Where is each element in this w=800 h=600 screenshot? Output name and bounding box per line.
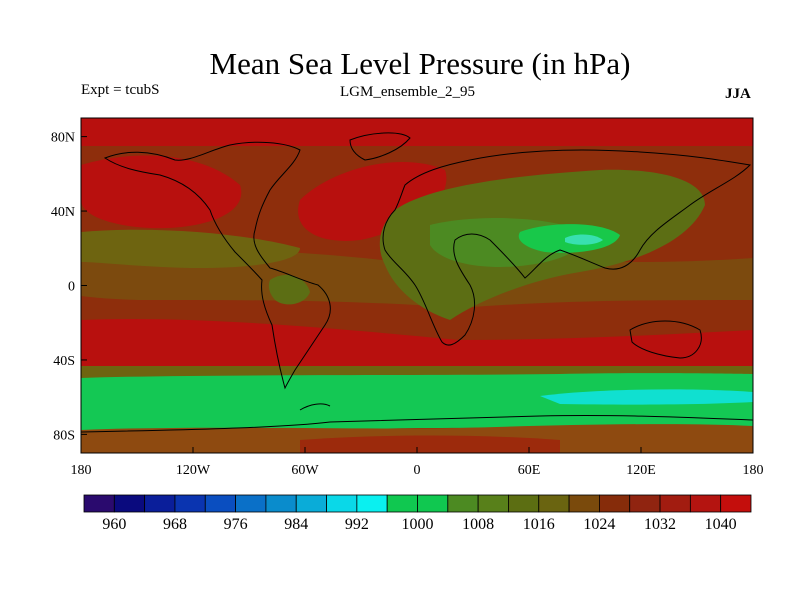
colorbar-label: 984 [284, 516, 308, 533]
colorbar-swatch [689, 494, 722, 513]
colorbar-swatch [265, 494, 297, 513]
colorbar-swatch [417, 494, 449, 513]
colorbar-label: 976 [224, 516, 248, 533]
season-label: JJA [725, 86, 751, 102]
colorbar-label: 960 [102, 516, 126, 533]
pressure-field [81, 118, 753, 453]
colorbar-label: 1032 [644, 516, 676, 533]
colorbar-swatch [568, 494, 600, 513]
lon-tick-label: 0 [414, 463, 421, 478]
lat-tick-label: 80N [51, 131, 75, 146]
colorbar-swatch [538, 494, 570, 513]
colorbar-swatch [447, 494, 479, 513]
colorbar-swatch [204, 494, 236, 513]
lat-tick-label: 80S [53, 428, 75, 443]
colorbar-swatch [295, 494, 327, 513]
colorbar-swatch [235, 494, 267, 513]
colorbar-swatch [629, 494, 661, 513]
colorbar-label: 1024 [583, 516, 615, 533]
colorbar-label: 1000 [402, 516, 434, 533]
map-title: Mean Sea Level Pressure (in hPa) [209, 46, 631, 81]
lon-tick-label: 180 [71, 463, 92, 478]
experiment-label: Expt = tcubS [81, 82, 160, 98]
colorbar-swatch [386, 494, 418, 513]
coastlines [81, 132, 753, 433]
colorbar: 960 968 976 984 992 1000 1008 1016 1024 1032 1040 [83, 494, 752, 533]
colorbar-label: 1016 [523, 516, 555, 533]
colorbar-swatch [174, 494, 206, 513]
lon-tick-label: 120E [626, 463, 656, 478]
colorbar-label: 1008 [462, 516, 494, 533]
colorbar-swatch [326, 494, 358, 513]
colorbar-swatch [508, 494, 540, 513]
colorbar-swatch [477, 494, 509, 513]
colorbar-swatch [356, 494, 388, 513]
lon-tick-label: 60W [291, 463, 319, 478]
longitude-axis: 180 120W 60W 0 60E 120E 180 [71, 447, 764, 478]
lon-tick-label: 60E [518, 463, 541, 478]
lat-tick-label: 40S [53, 354, 75, 369]
latitude-axis: 80N 40N 0 40S 80S [51, 131, 87, 443]
colorbar-label: 1040 [705, 516, 737, 533]
lat-tick-label: 40N [51, 205, 75, 220]
colorbar-swatch [659, 494, 691, 513]
colorbar-swatch [144, 494, 176, 513]
colorbar-swatch [83, 494, 115, 513]
colorbar-swatch [720, 494, 752, 513]
lon-tick-label: 180 [743, 463, 764, 478]
lon-tick-label: 120W [176, 463, 211, 478]
colorbar-swatch [113, 494, 146, 513]
colorbar-label: 992 [345, 516, 369, 533]
colorbar-swatch [599, 494, 631, 513]
ensemble-label: LGM_ensemble_2_95 [340, 84, 475, 100]
colorbar-label: 968 [163, 516, 187, 533]
lat-tick-label: 0 [68, 280, 75, 295]
